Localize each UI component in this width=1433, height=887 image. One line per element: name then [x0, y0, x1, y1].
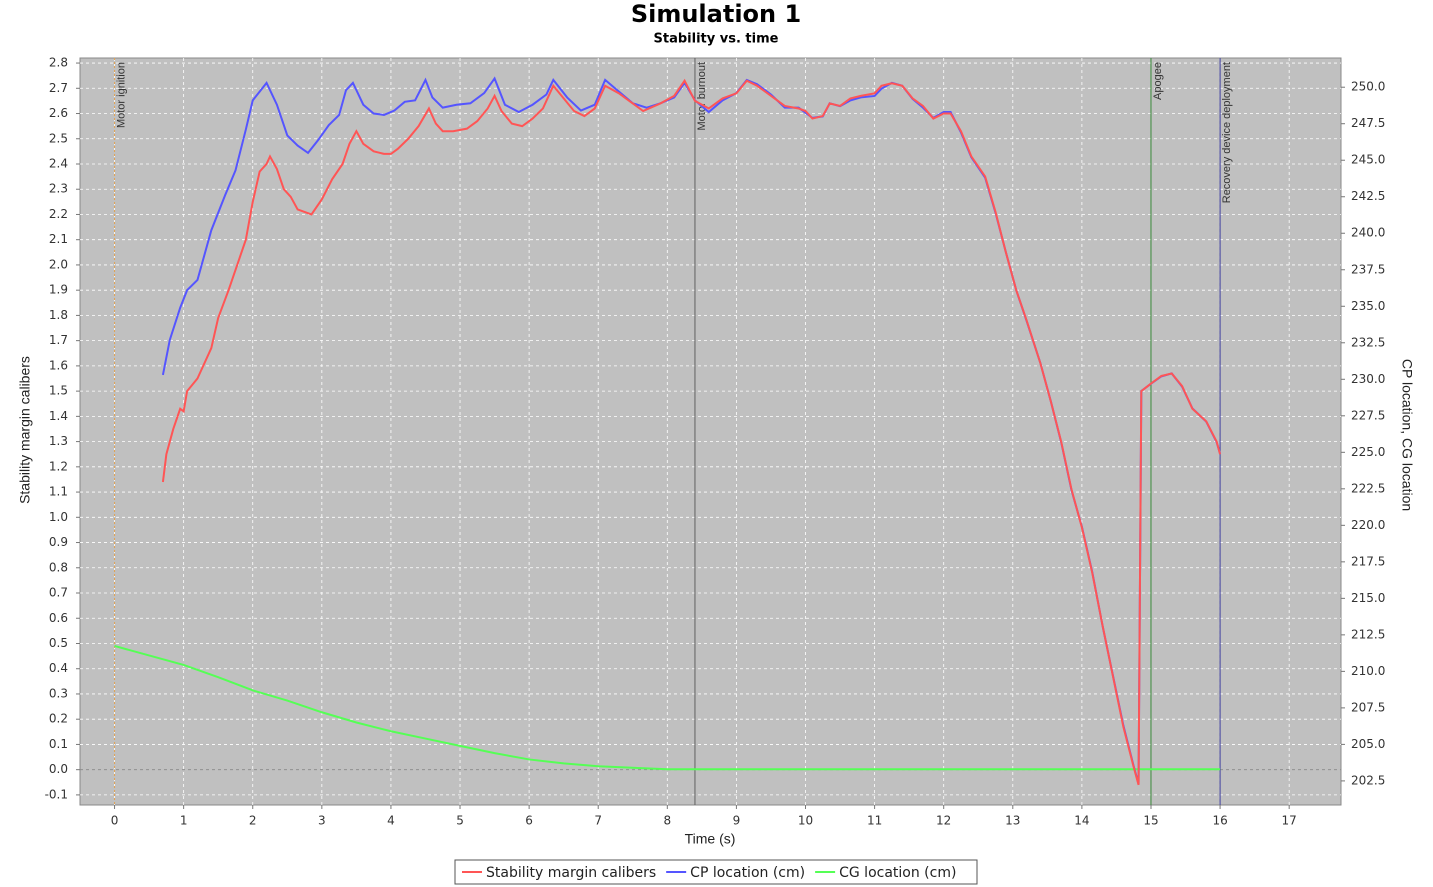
y2-tick-label: 237.5: [1351, 262, 1385, 276]
x-tick-label: 16: [1212, 814, 1227, 828]
y-tick-label: 0.4: [49, 661, 68, 675]
y2-tick-label: 202.5: [1351, 773, 1385, 787]
y2-tick-label: 247.5: [1351, 116, 1385, 130]
y-tick-label: -0.1: [45, 787, 68, 801]
y-tick-label: 1.1: [49, 485, 68, 499]
x-tick-label: 7: [594, 814, 602, 828]
y-tick-label: 0.8: [49, 560, 68, 574]
x-tick-label: 10: [798, 814, 813, 828]
y2-tick-label: 240.0: [1351, 226, 1385, 240]
y2-tick-label: 217.5: [1351, 554, 1385, 568]
legend-label: Stability margin calibers: [486, 865, 656, 881]
y2-tick-label: 245.0: [1351, 153, 1385, 167]
event-label: Motor burnout: [696, 62, 708, 130]
x-tick-label: 15: [1143, 814, 1158, 828]
event-label: Apogee: [1152, 62, 1164, 100]
x-tick-label: 4: [387, 814, 395, 828]
plot-area: [79, 57, 1342, 806]
chart-subtitle: Stability vs. time: [654, 32, 779, 47]
y-tick-label: 1.3: [49, 434, 68, 448]
y-tick-label: 0.3: [49, 686, 68, 700]
event-label: Motor ignition: [115, 62, 127, 128]
y-tick-label: 0.1: [49, 737, 68, 751]
y2-tick-label: 212.5: [1351, 627, 1385, 641]
y-tick-label: 2.0: [49, 257, 68, 271]
y2-tick-label: 215.0: [1351, 591, 1385, 605]
x-tick-label: 6: [525, 814, 533, 828]
y-tick-label: 1.0: [49, 510, 68, 524]
y2-tick-label: 242.5: [1351, 189, 1385, 203]
y-tick-label: 1.8: [49, 308, 68, 322]
y2-tick-label: 250.0: [1351, 80, 1385, 94]
x-tick-label: 1: [180, 814, 188, 828]
y2-tick-label: 207.5: [1351, 700, 1385, 714]
y-tick-label: 2.3: [49, 182, 68, 196]
y-tick-label: 0.2: [49, 712, 68, 726]
y2-tick-label: 225.0: [1351, 445, 1385, 459]
y-tick-label: 0.7: [49, 586, 68, 600]
series-line: [114, 644, 1221, 771]
legend-box: [454, 859, 978, 885]
x-tick-label: 2: [249, 814, 257, 828]
x-axis-label: Time (s): [685, 831, 736, 847]
x-tick-label: 8: [663, 814, 671, 828]
y-tick-label: 2.2: [49, 207, 68, 221]
event-label: Recovery device deployment: [1221, 62, 1233, 203]
y-tick-label: 1.2: [49, 459, 68, 473]
legend-label: CP location (cm): [690, 865, 805, 881]
series-line: [161, 78, 1222, 786]
x-tick-label: 0: [111, 814, 119, 828]
x-tick-label: 17: [1282, 814, 1297, 828]
x-tick-label: 3: [318, 814, 326, 828]
x-tick-label: 13: [1005, 814, 1020, 828]
y-tick-label: 0.5: [49, 636, 68, 650]
chart-title: Simulation 1: [631, 0, 801, 28]
y-tick-label: 1.4: [49, 409, 68, 423]
y2-axis-label: CP location, CG location: [1399, 359, 1415, 511]
y2-tick-label: 230.0: [1351, 372, 1385, 386]
y-tick-label: 0.6: [49, 611, 68, 625]
y-tick-label: 1.7: [49, 333, 68, 347]
y-tick-label: 2.8: [49, 56, 68, 70]
y-tick-label: 2.4: [49, 156, 68, 170]
y-tick-label: 2.6: [49, 106, 68, 120]
y2-tick-label: 232.5: [1351, 335, 1385, 349]
y2-tick-label: 220.0: [1351, 518, 1385, 532]
x-tick-label: 14: [1074, 814, 1089, 828]
y2-tick-label: 205.0: [1351, 737, 1385, 751]
x-tick-label: 11: [867, 814, 882, 828]
y2-tick-label: 210.0: [1351, 664, 1385, 678]
y-tick-label: 2.1: [49, 232, 68, 246]
y2-tick-label: 235.0: [1351, 299, 1385, 313]
y-tick-label: 2.5: [49, 131, 68, 145]
legend-label: CG location (cm): [839, 865, 956, 881]
y2-tick-label: 227.5: [1351, 408, 1385, 422]
y2-tick-label: 222.5: [1351, 481, 1385, 495]
y-axis-label: Stability margin calibers: [17, 356, 33, 504]
y-tick-label: 1.6: [49, 358, 68, 372]
y-tick-label: 0.0: [49, 762, 68, 776]
x-tick-label: 9: [733, 814, 741, 828]
x-tick-label: 12: [936, 814, 951, 828]
y-tick-label: 0.9: [49, 535, 68, 549]
y-tick-label: 1.9: [49, 283, 68, 297]
y-tick-label: 1.5: [49, 384, 68, 398]
y-tick-label: 2.7: [49, 81, 68, 95]
x-tick-label: 5: [456, 814, 464, 828]
